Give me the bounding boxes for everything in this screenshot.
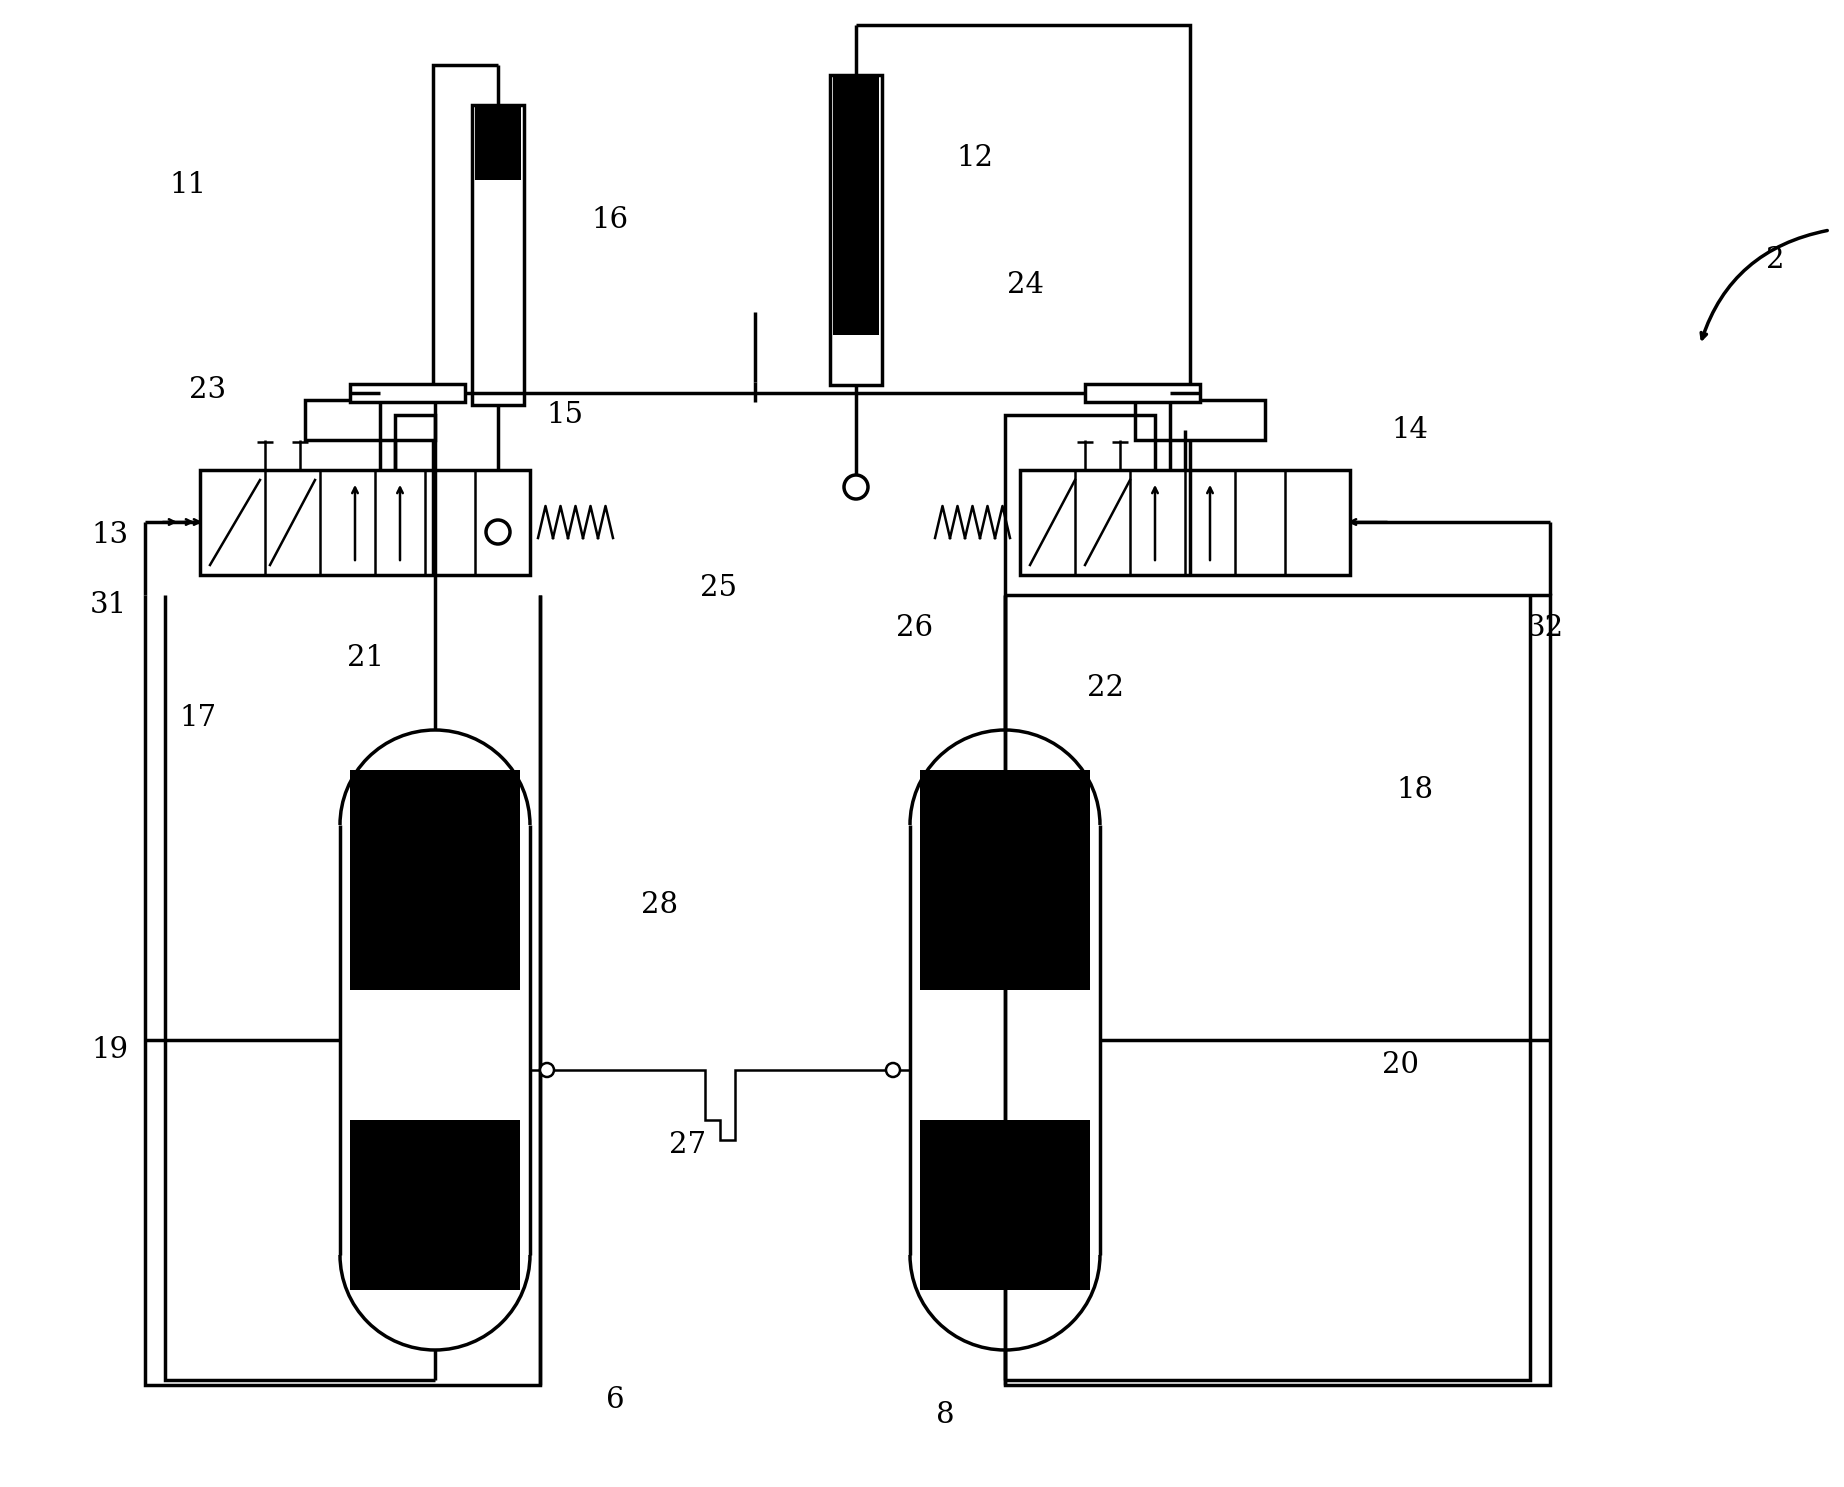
Text: 26: 26	[896, 614, 933, 642]
Bar	[830, 74, 881, 385]
Bar	[199, 470, 529, 575]
Text: 12: 12	[957, 144, 994, 172]
Bar	[1020, 470, 1350, 575]
Bar	[833, 74, 880, 335]
Text: 14: 14	[1392, 416, 1429, 445]
Circle shape	[845, 474, 869, 500]
Text: 19: 19	[92, 1036, 129, 1065]
Text: 2: 2	[1767, 245, 1785, 274]
Bar	[472, 106, 524, 404]
Bar	[833, 335, 880, 360]
Bar	[350, 770, 520, 990]
Text: 28: 28	[642, 891, 679, 919]
Bar	[920, 1120, 1090, 1291]
Text: 15: 15	[546, 401, 583, 430]
Circle shape	[885, 1063, 900, 1077]
Text: 6: 6	[605, 1386, 625, 1414]
Text: 22: 22	[1086, 674, 1123, 702]
Text: 31: 31	[90, 590, 127, 619]
Bar	[1084, 384, 1200, 401]
Bar	[350, 1120, 520, 1291]
Bar	[476, 106, 522, 180]
Text: 16: 16	[592, 207, 629, 233]
Text: 20: 20	[1381, 1051, 1418, 1080]
Bar	[350, 384, 465, 401]
Text: 27: 27	[669, 1132, 706, 1158]
Bar	[1136, 400, 1265, 440]
Text: 8: 8	[935, 1401, 955, 1429]
Text: 11: 11	[170, 171, 207, 199]
Circle shape	[540, 1063, 553, 1077]
Bar	[304, 400, 435, 440]
Bar	[920, 770, 1090, 990]
Circle shape	[487, 520, 511, 544]
Text: 18: 18	[1396, 776, 1433, 804]
Text: 17: 17	[179, 703, 216, 732]
Text: 13: 13	[92, 520, 129, 549]
Text: 23: 23	[190, 376, 227, 404]
Text: 21: 21	[347, 644, 384, 672]
Text: 32: 32	[1527, 614, 1564, 642]
Text: 25: 25	[699, 574, 736, 602]
Text: 24: 24	[1007, 271, 1044, 299]
